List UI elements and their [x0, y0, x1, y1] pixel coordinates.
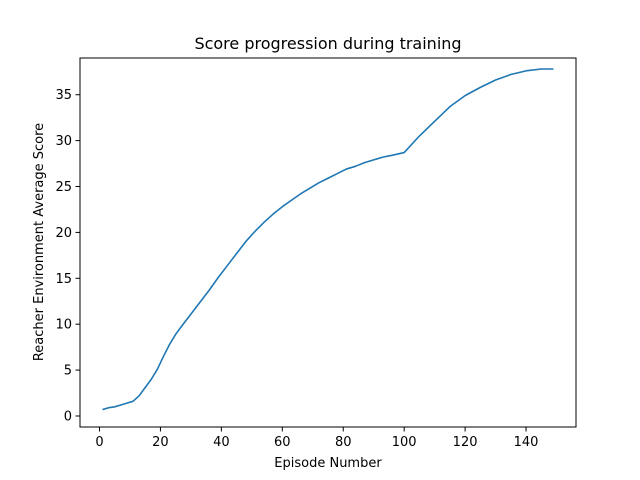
y-tick-label: 5 — [64, 364, 72, 379]
y-tick-label: 35 — [55, 88, 72, 103]
x-tick-label: 0 — [95, 435, 103, 450]
y-tick-label: 30 — [55, 134, 72, 149]
axis-ticks: 0 20 40 60 80 100 120 140 0 5 10 15 20 25 30 35 — [55, 88, 538, 450]
axes-frame — [79, 57, 577, 428]
x-tick-label: 80 — [335, 435, 352, 450]
x-tick-label: 120 — [453, 435, 478, 450]
y-tick-label: 20 — [55, 226, 72, 241]
series-line — [102, 68, 554, 411]
y-tick-label: 15 — [55, 272, 72, 287]
x-tick-label: 100 — [392, 435, 417, 450]
x-tick-label: 60 — [274, 435, 291, 450]
chart-title: Score progression during training — [194, 34, 461, 53]
x-axis-title: Episode Number — [274, 456, 382, 471]
x-tick-label: 140 — [514, 435, 539, 450]
y-tick-label: 25 — [55, 180, 72, 195]
y-tick-label: 10 — [55, 318, 72, 333]
y-axis-title: Reacher Environment Average Score — [32, 123, 47, 361]
x-tick-label: 20 — [152, 435, 169, 450]
x-tick-label: 40 — [213, 435, 230, 450]
y-tick-label: 0 — [64, 409, 72, 424]
plot-area — [79, 57, 577, 428]
